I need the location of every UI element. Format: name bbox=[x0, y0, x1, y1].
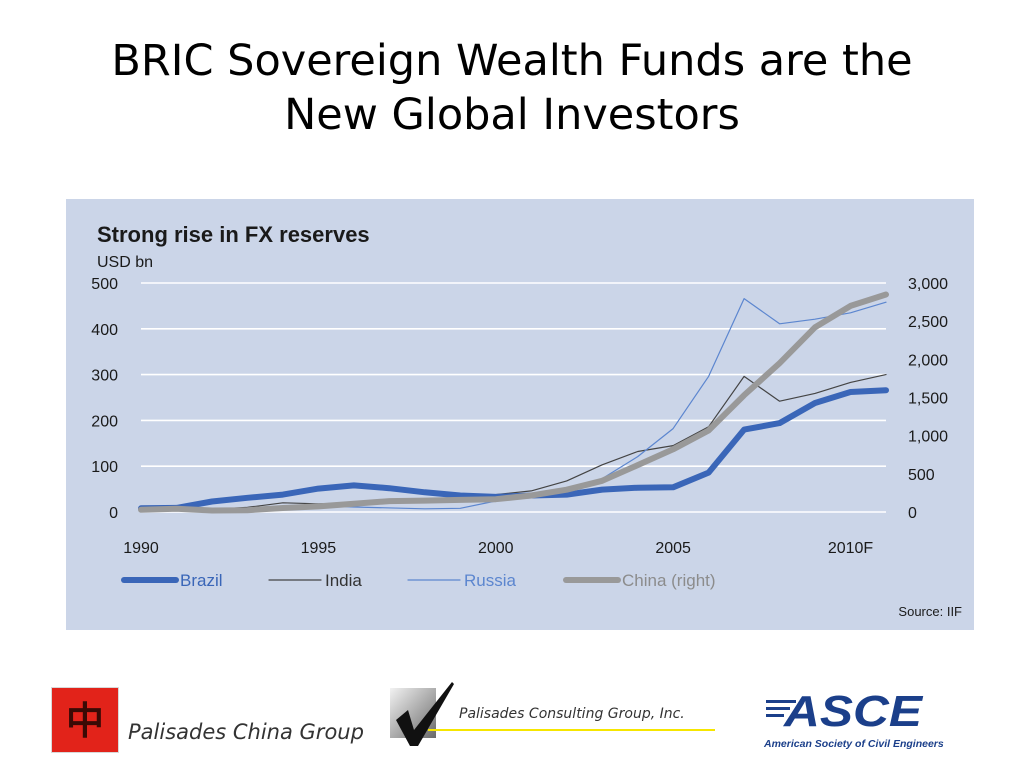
legend-item: China (right) bbox=[563, 571, 716, 590]
y-right-tick-label: 1,500 bbox=[908, 391, 948, 408]
palisades-consulting-logo bbox=[388, 680, 458, 748]
legend-label: China (right) bbox=[622, 571, 716, 590]
asce-wordmark: ASCE bbox=[783, 687, 924, 730]
pcg-glyph: 中 bbox=[66, 699, 104, 743]
x-tick-label: 2010F bbox=[828, 540, 874, 557]
y-left-tick-label: 200 bbox=[91, 413, 118, 430]
legend-item: India bbox=[268, 571, 362, 590]
series-line-russia bbox=[140, 297, 887, 512]
palisades-consulting-text: Palisades Consulting Group, Inc. bbox=[459, 706, 685, 722]
legend-label: India bbox=[325, 571, 362, 590]
series-line-brazil bbox=[138, 387, 889, 512]
chart-source: Source: IIF bbox=[898, 604, 962, 619]
legend-label: Brazil bbox=[180, 571, 223, 590]
y-right-tick-label: 2,500 bbox=[908, 314, 948, 331]
y-right-tick-label: 1,000 bbox=[908, 429, 948, 446]
y-left-tick-label: 300 bbox=[91, 368, 118, 385]
palisades-china-group-text: Palisades China Group bbox=[128, 720, 364, 744]
asce-speed-lines bbox=[766, 700, 796, 717]
series-lines bbox=[138, 291, 889, 514]
slide-title-line1: BRIC Sovereign Wealth Funds are the bbox=[111, 36, 913, 86]
chart-panel: Strong rise in FX reserves USD bn Source… bbox=[66, 199, 974, 630]
x-tick-label: 1995 bbox=[301, 540, 337, 557]
y-right-tick-label: 2,000 bbox=[908, 352, 948, 369]
y-left-tick-label: 400 bbox=[91, 322, 118, 339]
legend-label: Russia bbox=[464, 571, 517, 590]
legend-item: Brazil bbox=[121, 571, 223, 590]
y-left-tick-label: 500 bbox=[91, 276, 118, 293]
y-right-tick-label: 3,000 bbox=[908, 276, 948, 293]
asce-subtitle: American Society of Civil Engineers bbox=[764, 738, 944, 750]
x-tick-label: 1990 bbox=[123, 540, 159, 557]
slide-title-line2: New Global Investors bbox=[284, 90, 740, 140]
x-tick-label: 2005 bbox=[655, 540, 691, 557]
fx-reserves-chart: Strong rise in FX reserves USD bn Source… bbox=[91, 222, 962, 619]
chart-title: Strong rise in FX reserves bbox=[97, 222, 370, 247]
palisades-china-group-logo: 中 bbox=[51, 687, 119, 753]
legend-item: Russia bbox=[407, 571, 517, 590]
checkmark-icon bbox=[396, 682, 454, 746]
yellow-divider-line bbox=[428, 729, 715, 731]
series-line-india bbox=[140, 374, 887, 512]
y-right-tick-label: 0 bbox=[908, 505, 917, 522]
x-tick-label: 2000 bbox=[478, 540, 514, 557]
chart-legend: Brazil India Russia China (right) bbox=[121, 571, 716, 590]
series-line-china-right bbox=[138, 291, 889, 514]
y-axis-unit-label: USD bn bbox=[97, 254, 153, 271]
y-right-tick-label: 500 bbox=[908, 467, 935, 484]
asce-logo: ASCE bbox=[766, 686, 926, 736]
y-left-tick-label: 100 bbox=[91, 459, 118, 476]
slide-title: BRIC Sovereign Wealth Funds are the New … bbox=[0, 34, 1024, 142]
y-left-tick-label: 0 bbox=[109, 505, 118, 522]
axis-labels: 0 100 200 300 400 500 0 500 1,000 1,500 2,000 2,500… bbox=[91, 276, 948, 557]
